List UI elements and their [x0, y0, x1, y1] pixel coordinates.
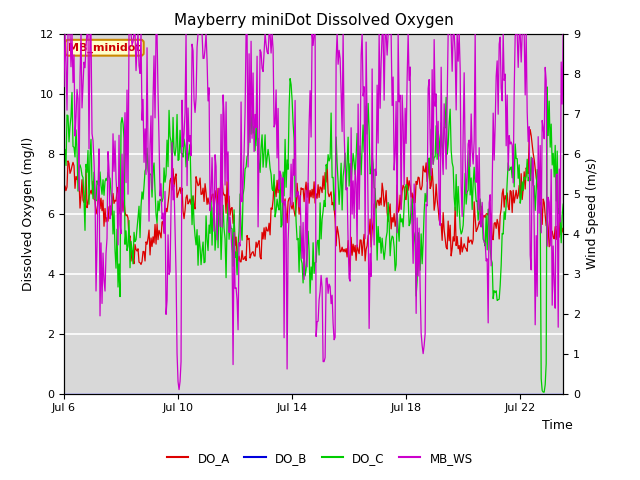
Text: MB_minidot: MB_minidot [68, 43, 141, 53]
Title: Mayberry miniDot Dissolved Oxygen: Mayberry miniDot Dissolved Oxygen [173, 13, 454, 28]
Y-axis label: Dissolved Oxygen (mg/l): Dissolved Oxygen (mg/l) [22, 136, 35, 291]
X-axis label: Time: Time [543, 419, 573, 432]
Y-axis label: Wind Speed (m/s): Wind Speed (m/s) [586, 158, 598, 269]
Legend: DO_A, DO_B, DO_C, MB_WS: DO_A, DO_B, DO_C, MB_WS [163, 447, 477, 469]
